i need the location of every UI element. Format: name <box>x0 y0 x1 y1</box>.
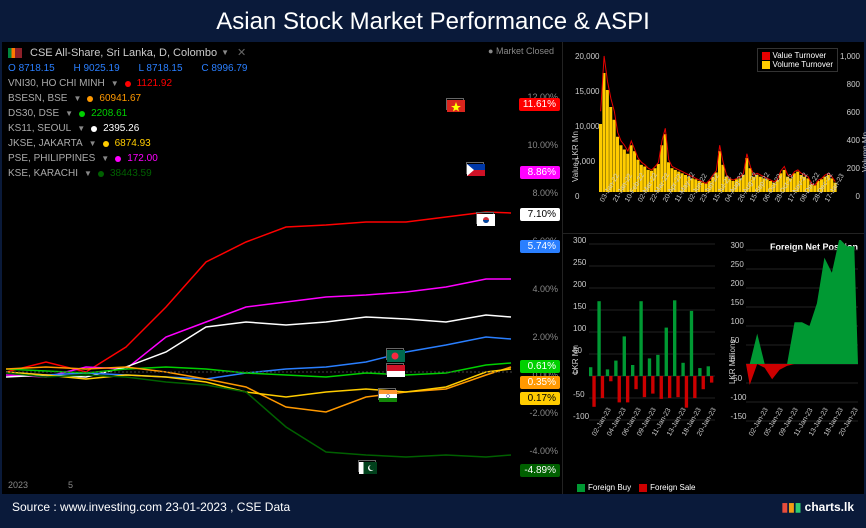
pct-badge: 0.35% <box>520 376 560 389</box>
foreign-legend: Foreign Buy Foreign Sale <box>577 483 696 492</box>
main-x-axis: 2023 5 <box>8 480 73 490</box>
bottom-charts: LKR Mn -100-50050100150200250300 02-Jan-… <box>563 234 864 494</box>
flag-icon <box>358 460 376 472</box>
market-status: ● Market Closed <box>488 46 554 56</box>
turnover-chart: Value LKR Mn Volumn Mn 05,00010,00015,00… <box>563 42 864 234</box>
brand-logo: ▮▮▮ charts.lk <box>781 500 854 514</box>
turnover-legend: Value Turnover Volume Turnover <box>757 48 838 72</box>
main-chart-panel: CSE All-Share, Sri Lanka, D, Colombo ▼ ✕… <box>2 42 562 494</box>
chart-flags <box>6 62 512 472</box>
flag-icon <box>386 363 404 375</box>
flag-icon <box>378 388 396 400</box>
foreign-plot <box>589 240 715 426</box>
pct-badge: 8.86% <box>520 166 560 179</box>
chart-header: CSE All-Share, Sri Lanka, D, Colombo ▼ ✕ <box>2 42 562 63</box>
sri-lanka-flag-icon <box>8 48 22 58</box>
net-plot <box>746 240 858 426</box>
turnover-right-label: Volumn Mn <box>861 132 866 172</box>
page-title: Asian Stock Market Performance & ASPI <box>2 2 864 42</box>
flag-icon <box>466 162 484 174</box>
turnover-plot <box>599 52 837 192</box>
pct-badge: 11.61% <box>519 98 560 111</box>
right-panel: Value LKR Mn Volumn Mn 05,00010,00015,00… <box>562 42 864 494</box>
foreign-net-chart: LKR Millions Foreign Net Position -150-1… <box>720 234 864 494</box>
pct-badge: 5.74% <box>520 240 560 253</box>
main-y-axis: 12.00%10.00%8.00%6.00%4.00%2.00%0.00%-2.… <box>514 60 562 470</box>
pct-badge: 0.17% <box>520 392 560 405</box>
content-area: CSE All-Share, Sri Lanka, D, Colombo ▼ ✕… <box>2 42 864 494</box>
pct-badge: 7.10% <box>520 208 560 221</box>
pct-badge: -4.89% <box>520 464 560 477</box>
dropdown-icon[interactable]: ▼ <box>221 48 229 57</box>
flag-icon <box>476 212 494 224</box>
flag-icon <box>446 98 464 110</box>
flag-icon <box>386 348 404 360</box>
footer: Source : www.investing.com 23-01-2023 , … <box>2 494 864 520</box>
chart-symbol[interactable]: CSE All-Share, Sri Lanka, D, Colombo <box>30 47 217 59</box>
pct-badge: 0.61% <box>520 360 560 373</box>
footer-source: Source : www.investing.com 23-01-2023 , … <box>12 500 290 514</box>
foreign-buy-sell-chart: LKR Mn -100-50050100150200250300 02-Jan-… <box>563 234 720 494</box>
